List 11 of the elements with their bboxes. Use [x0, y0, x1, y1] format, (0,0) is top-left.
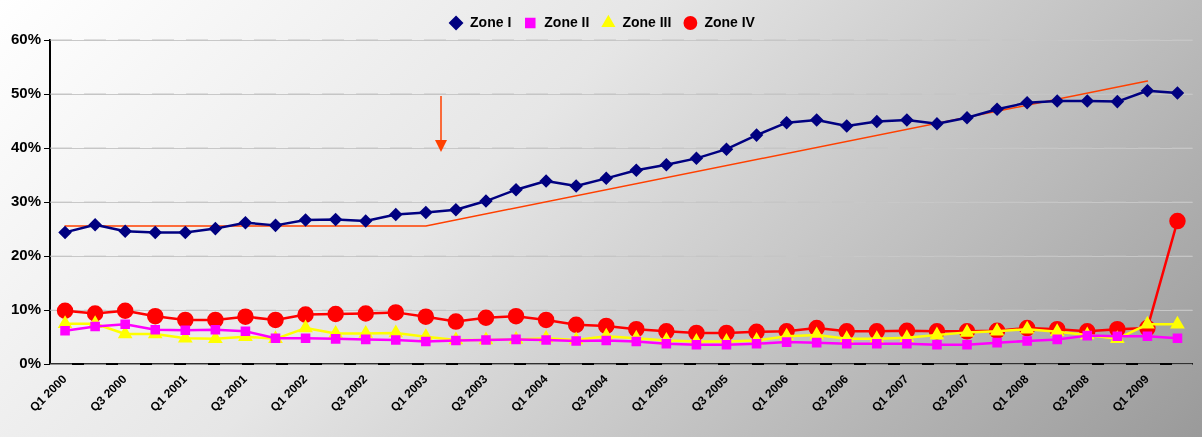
y-tick-label: 60% [10, 30, 42, 48]
y-tick-label: 20% [10, 246, 42, 264]
legend-label: Zone I [470, 13, 512, 30]
y-tick-label: 0% [19, 354, 42, 372]
legend-label: Zone IV [704, 13, 756, 30]
y-tick-label: 30% [10, 192, 42, 210]
legend-label: Zone III [622, 13, 672, 30]
y-tick-label: 50% [10, 84, 42, 102]
legend-label: Zone II [544, 13, 590, 30]
y-tick-label: 10% [10, 300, 42, 318]
y-tick-label: 40% [10, 138, 42, 156]
